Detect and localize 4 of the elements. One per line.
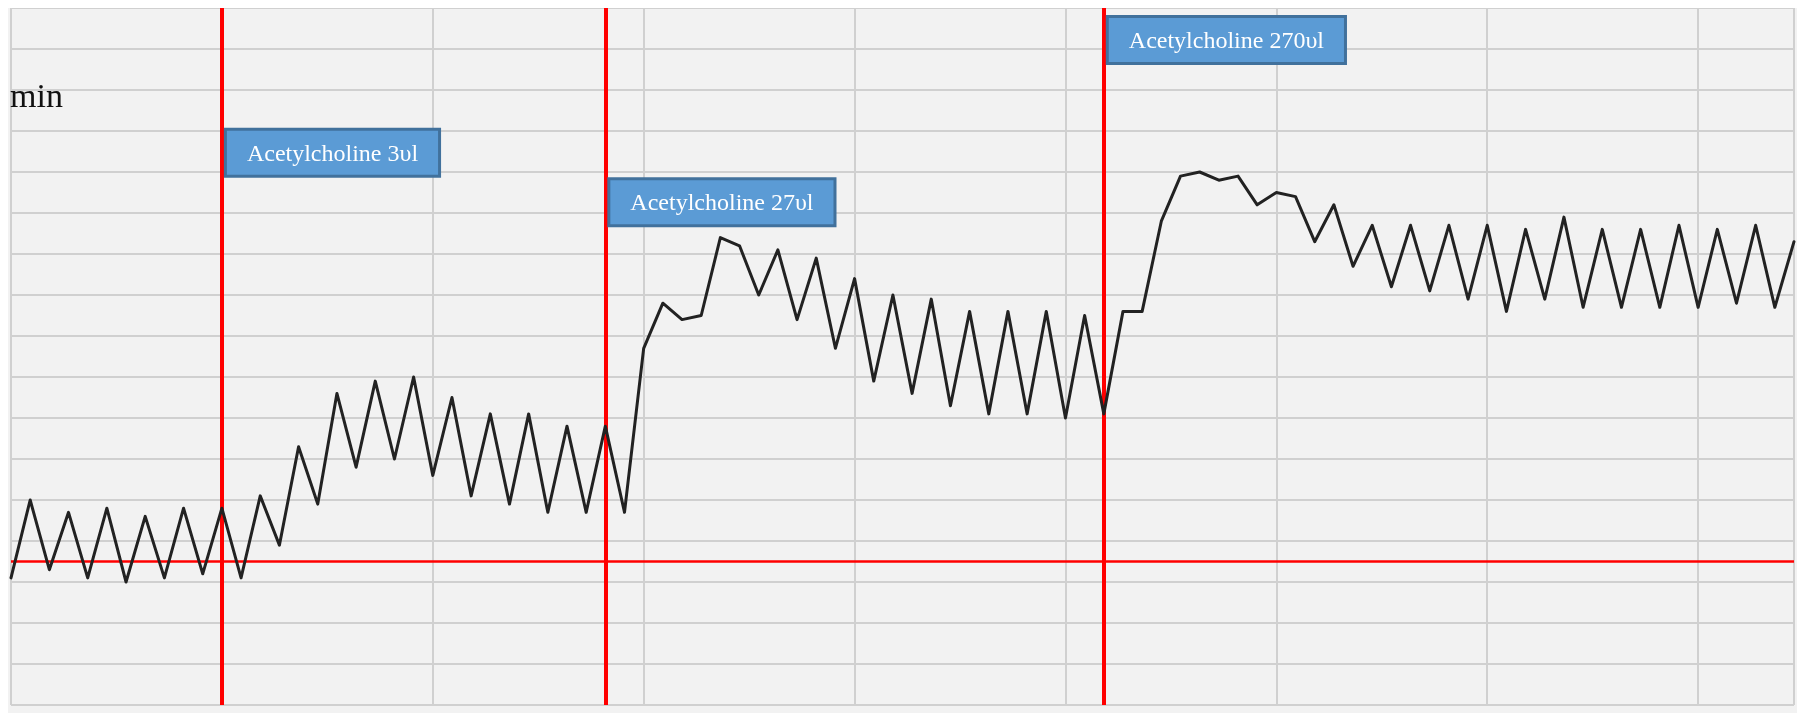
text: min (10, 77, 63, 114)
annotation: Acetylcholine 27υl (630, 189, 814, 216)
text: Acetylcholine 270υl (1128, 27, 1325, 54)
text: Acetylcholine 3υl (246, 139, 419, 166)
